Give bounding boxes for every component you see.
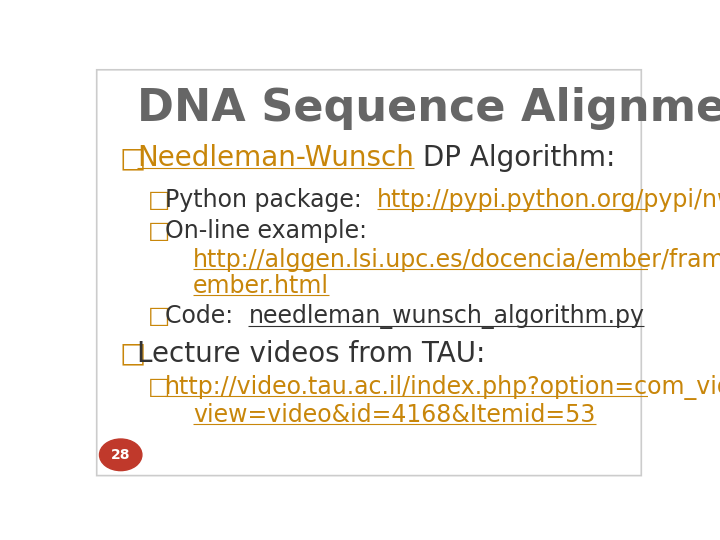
Text: http://pypi.python.org/pypi/nwalign: http://pypi.python.org/pypi/nwalign	[377, 188, 720, 212]
Text: Python package:: Python package:	[166, 188, 377, 212]
Text: DP Algorithm:: DP Algorithm:	[414, 144, 616, 172]
Text: needleman_wunsch_algorithm.py: needleman_wunsch_algorithm.py	[248, 304, 644, 329]
Text: Code:: Code:	[166, 305, 248, 328]
Text: DNA Sequence Alignment: DNA Sequence Alignment	[138, 87, 720, 130]
Text: □: □	[148, 219, 170, 243]
FancyBboxPatch shape	[96, 70, 642, 476]
Text: On-line example:: On-line example:	[166, 219, 367, 243]
Text: □: □	[148, 375, 170, 399]
Text: 28: 28	[111, 448, 130, 462]
Text: □: □	[148, 188, 170, 212]
Text: Lecture videos from TAU:: Lecture videos from TAU:	[138, 340, 486, 368]
Text: Needleman-Wunsch: Needleman-Wunsch	[138, 144, 414, 172]
Text: ember.html: ember.html	[193, 274, 329, 298]
Text: □: □	[120, 144, 146, 172]
Circle shape	[99, 439, 142, 471]
Text: □: □	[120, 340, 146, 368]
Text: view=video&id=4168&Itemid=53: view=video&id=4168&Itemid=53	[193, 403, 595, 427]
Text: http://alggen.lsi.upc.es/docencia/ember/frame-: http://alggen.lsi.upc.es/docencia/ember/…	[193, 248, 720, 272]
Text: http://video.tau.ac.il/index.php?option=com_videos&: http://video.tau.ac.il/index.php?option=…	[166, 375, 720, 400]
Text: □: □	[148, 305, 170, 328]
